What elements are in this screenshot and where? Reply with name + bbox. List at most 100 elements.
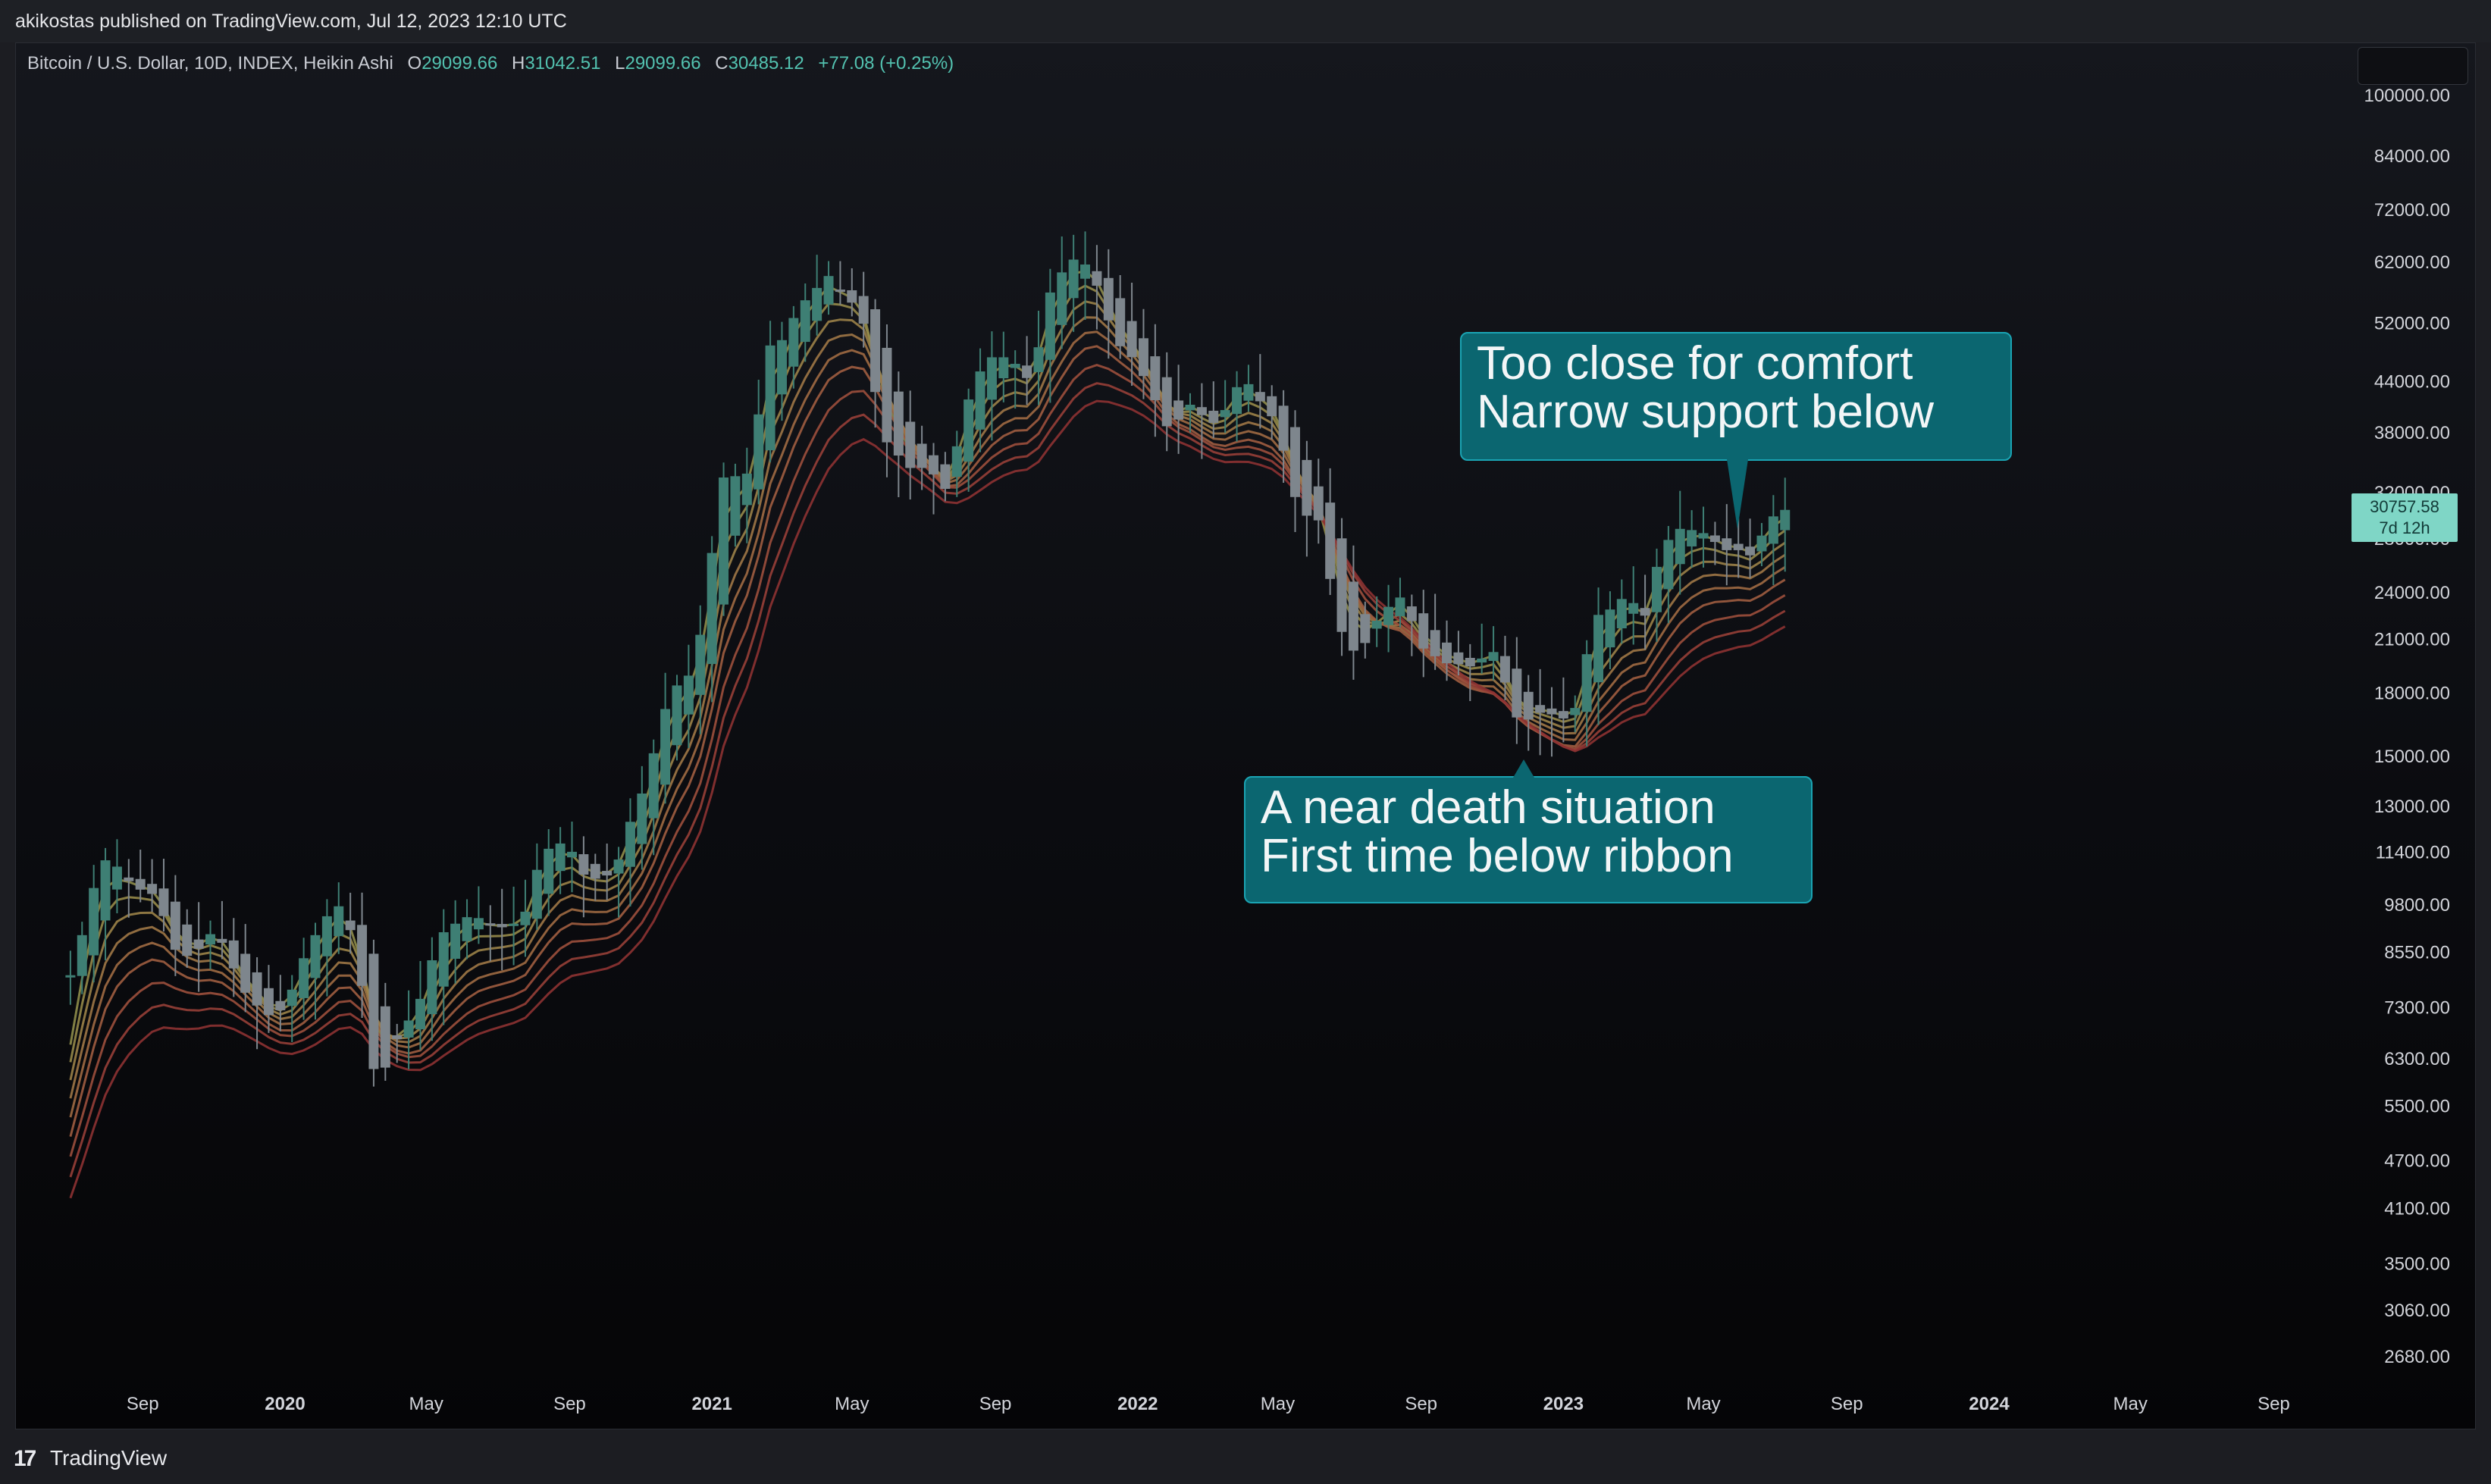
high-value: 31042.51 [525,53,601,74]
candle-body [1313,486,1324,521]
candle-body [89,888,99,956]
y-tick-label: 24000.00 [2374,583,2450,603]
candle-body [1651,566,1662,612]
candle-body [1010,364,1020,368]
callout-bottom-line-2: First time below ribbon [1261,830,1734,882]
candle-body [882,347,892,443]
candle-body [252,972,262,1006]
ribbon-line [69,330,1786,1118]
candle-body [1161,377,1172,427]
candle-body [1558,711,1568,719]
y-tick-label: 6300.00 [2384,1049,2450,1069]
candle-body [438,932,449,987]
candle-body [776,340,787,395]
candle-body [590,863,600,879]
candle-body [847,290,857,303]
candle-body [1022,365,1032,378]
y-tick-label: 7300.00 [2384,997,2450,1018]
y-tick-label: 38000.00 [2374,423,2450,443]
candle-body [858,296,869,324]
chart-pane[interactable] [15,42,2476,1429]
candle-body [823,276,834,305]
candle-body [100,860,111,921]
candle-body [509,923,519,926]
ribbon-line [69,316,1786,1099]
tradingview-logo-icon[interactable]: 17 [14,1446,36,1471]
candle-body [1546,708,1557,715]
candle-body [65,975,76,978]
candle-body [1442,642,1452,664]
candle-body [660,709,671,785]
candle-body [905,421,916,468]
candle-body [1523,691,1534,720]
candle-body [1477,658,1487,663]
price-chart[interactable]: 110000.00100000.0084000.0072000.0062000.… [15,42,2476,1429]
candle-body [1255,392,1265,402]
change-value: +77.08 (+0.25%) [818,53,954,74]
candle-body [520,911,531,925]
candle-body [403,1020,414,1038]
candle-body [1103,277,1114,321]
candle-body [287,989,297,1007]
candle-body [812,287,822,321]
low-value: 29099.66 [625,53,701,74]
candle-body [182,924,193,956]
callout-top[interactable]: Too close for comfort Narrow support bel… [1460,332,2012,461]
candle-body [544,848,554,894]
candle-body [1080,264,1091,279]
x-tick-label: Sep [979,1394,1012,1414]
candle-body [602,871,613,876]
y-tick-label: 72000.00 [2374,200,2450,221]
x-tick-label: May [2113,1394,2148,1414]
y-tick-label: 4700.00 [2384,1151,2450,1172]
candle-body [1220,410,1230,418]
symbol-title: Bitcoin / U.S. Dollar, 10D, INDEX, Heiki… [27,53,393,74]
candle-body [1675,528,1685,565]
x-tick-label: May [409,1394,443,1414]
candle-body [1453,652,1464,665]
y-tick-label: 52000.00 [2374,314,2450,334]
candle-body [485,923,496,926]
candle-body [893,391,904,456]
candle-body [1045,292,1055,360]
candle-body [1756,535,1767,552]
candle-body [1406,606,1417,621]
candle-body [870,309,881,393]
candle-body [1570,708,1581,715]
tradingview-brand[interactable]: TradingView [50,1446,168,1470]
ma-ribbon [69,269,1786,1199]
scale-settings-button[interactable] [2358,47,2468,85]
candle-body [111,866,122,890]
candle-body [228,940,239,969]
candle-body [1733,543,1744,550]
candle-body [578,854,589,875]
candle-body [1581,654,1592,712]
callout-bottom-pointer [1513,759,1534,778]
y-tick-label: 3500.00 [2384,1254,2450,1274]
candle-body [951,446,962,477]
close-value: 30485.12 [728,53,804,74]
candle-body [940,464,951,489]
callout-bottom[interactable]: A near death situation First time below … [1244,776,1813,903]
candle-body [1745,546,1756,556]
candle-body [147,884,158,894]
candle-body [1512,668,1522,718]
footer [0,1429,2491,1484]
candle-body [1138,338,1148,377]
callout-top-line-2: Narrow support below [1477,386,1935,438]
x-tick-label: May [1261,1394,1295,1414]
candle-body [240,953,251,993]
x-tick-label: 2020 [265,1394,305,1414]
callout-bottom-line-1: A near death situation [1261,781,1716,834]
y-tick-label: 100000.00 [2364,86,2450,106]
candles [65,231,1791,1087]
candle-body [77,935,87,976]
y-tick-label: 4100.00 [2384,1199,2450,1219]
candle-body [1033,347,1044,372]
y-tick-label: 3060.00 [2384,1301,2450,1321]
y-axis: 110000.00100000.0084000.0072000.0062000.… [2364,52,2450,1367]
x-tick-label: May [835,1394,869,1414]
candle-body [1768,516,1778,544]
candle-body [1057,272,1067,325]
x-tick-label: Sep [127,1394,159,1414]
